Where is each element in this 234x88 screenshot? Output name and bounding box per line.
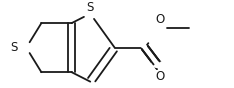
Text: O: O xyxy=(155,13,165,26)
Text: S: S xyxy=(87,1,94,14)
Text: O: O xyxy=(155,70,165,83)
Text: S: S xyxy=(10,41,17,54)
